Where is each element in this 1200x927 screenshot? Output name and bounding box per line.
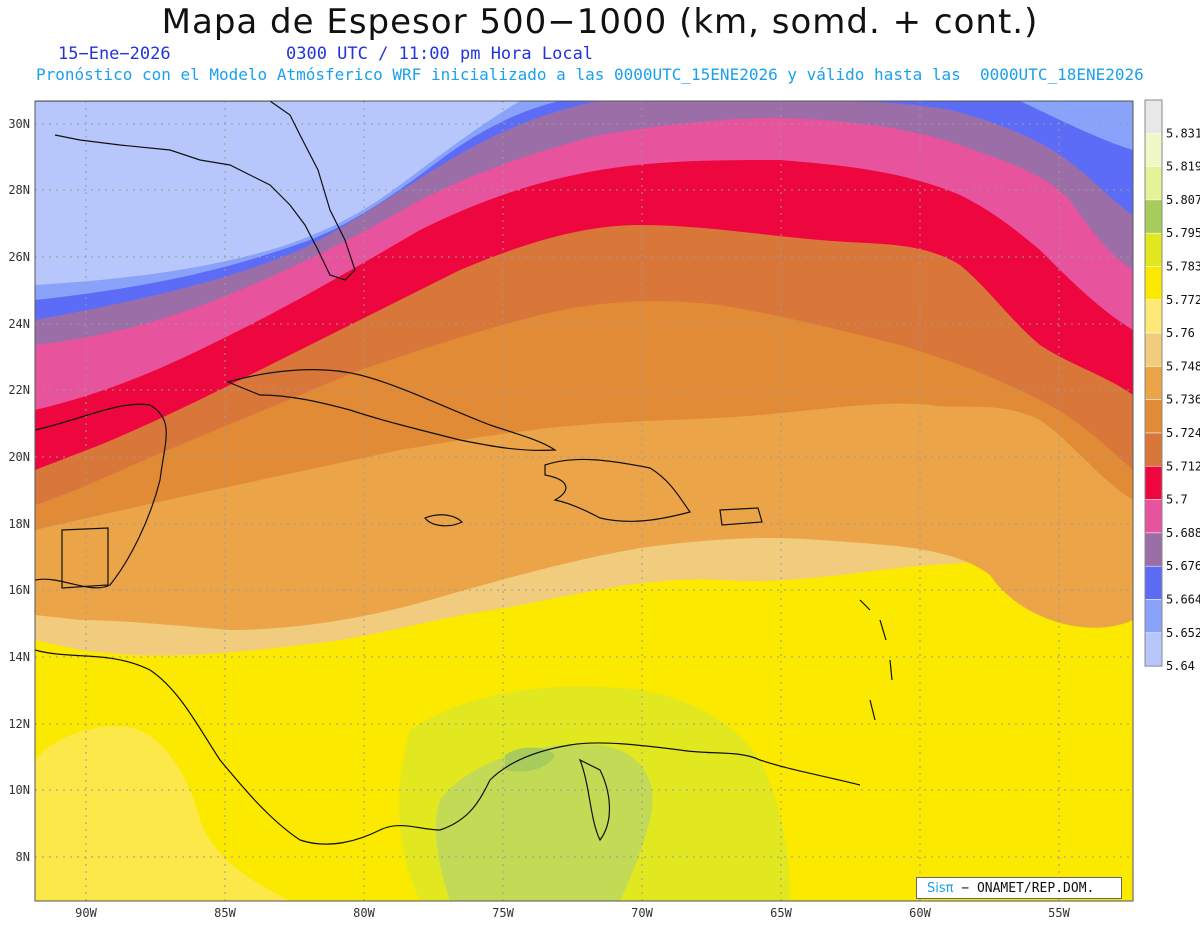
colorbar-label: 5.664 [1166,593,1200,607]
colorbar-label: 5.795 [1166,226,1200,240]
yucatan [35,403,167,589]
colorbar-label: 5.748 [1166,359,1200,373]
colorbar-swatch [1144,99,1163,134]
lon-label: 90W [75,906,97,920]
colorbar-swatch [1144,466,1163,500]
lon-label: 80W [353,906,375,920]
lat-label: 30N [8,117,30,131]
colorbar-swatch [1144,232,1163,267]
colorbar-swatch [1144,599,1163,634]
lon-axis-labels: 90W 85W 80W 75W 70W 65W 60W 55W [75,906,1070,920]
map-title: Mapa de Espesor 500−1000 (km, somd. + co… [161,2,1039,42]
lat-label: 12N [8,717,30,731]
colorbar: 5.831 5.819 5.807 5.795 5.783 5.772 5.76 5.748 5… [1144,99,1200,673]
belize-guatemala [61,527,109,589]
lon-label: 85W [214,906,236,920]
lat-label: 16N [8,583,30,597]
colorbar-swatch [1144,299,1163,334]
colorbar-label: 5.652 [1166,626,1200,640]
colorbar-swatch [1144,432,1163,467]
colorbar-label: 5.783 [1166,260,1200,274]
lat-axis-labels: 30N 28N 26N 24N 22N 20N 18N 16N 14N 12N … [8,117,30,864]
lat-label: 26N [8,250,30,264]
lon-label: 70W [631,906,653,920]
lat-label: 8N [16,850,30,864]
colorbar-label: 5.819 [1166,160,1200,174]
credit-box: Sisπ − ONAMET/REP.DOM. [916,877,1122,899]
valid-date: 15−Ene−2026 [58,44,171,64]
sispi-logo: Sisπ [927,881,954,896]
colorbar-label: 5.831 [1166,126,1200,140]
lon-label: 60W [909,906,931,920]
lake-maracaibo [578,758,611,842]
colorbar-swatch [1144,399,1163,434]
lat-label: 18N [8,517,30,531]
band-5795 [435,744,653,901]
lat-label: 20N [8,450,30,464]
plot-frame [34,100,1134,902]
colorbar-swatch [1144,632,1163,667]
cuba [226,369,557,451]
lat-label: 10N [8,783,30,797]
central-south-america-coast [35,649,861,845]
model-description: Pronóstico con el Modelo Atmósferico WRF… [36,65,1144,84]
colorbar-frame [1144,99,1163,667]
credit-text: − ONAMET/REP.DOM. [953,881,1095,896]
band-5807 [505,747,555,772]
colorbar-label: 5.736 [1166,393,1200,407]
colorbar-label: 5.688 [1166,526,1200,540]
colorbar-label: 5.724 [1166,426,1200,440]
lon-label: 75W [492,906,514,920]
lesser-antilles [859,599,893,721]
puerto-rico [719,507,763,526]
jamaica [424,514,464,527]
colorbar-label: 5.7 [1166,493,1188,507]
lat-label: 28N [8,183,30,197]
valid-time: 0300 UTC / 11:00 pm Hora Local [286,44,594,64]
colorbar-swatch [1144,166,1163,201]
lat-label: 14N [8,650,30,664]
colorbar-swatch [1144,499,1163,534]
colorbar-label: 5.712 [1166,459,1200,473]
colorbar-label: 5.76 [1166,326,1195,340]
colorbar-swatch [1144,266,1163,301]
colorbar-swatch [1144,366,1163,400]
coastlines [35,101,893,845]
lon-label: 65W [770,906,792,920]
graticule [35,101,1133,901]
lat-label: 22N [8,383,30,397]
colorbar-label: 5.676 [1166,559,1200,573]
thickness-bands [35,101,1133,901]
colorbar-label: 5.807 [1166,193,1200,207]
colorbar-label: 5.64 [1166,659,1195,673]
colorbar-swatch [1144,532,1163,567]
colorbar-swatch [1144,332,1163,367]
colorbar-swatch [1144,199,1163,234]
florida-gulf-coast [35,101,356,281]
hispaniola [544,458,691,522]
lon-label: 55W [1048,906,1070,920]
colorbar-swatch [1144,133,1163,167]
colorbar-label: 5.772 [1166,293,1200,307]
lat-label: 24N [8,317,30,331]
colorbar-swatch [1144,565,1163,600]
